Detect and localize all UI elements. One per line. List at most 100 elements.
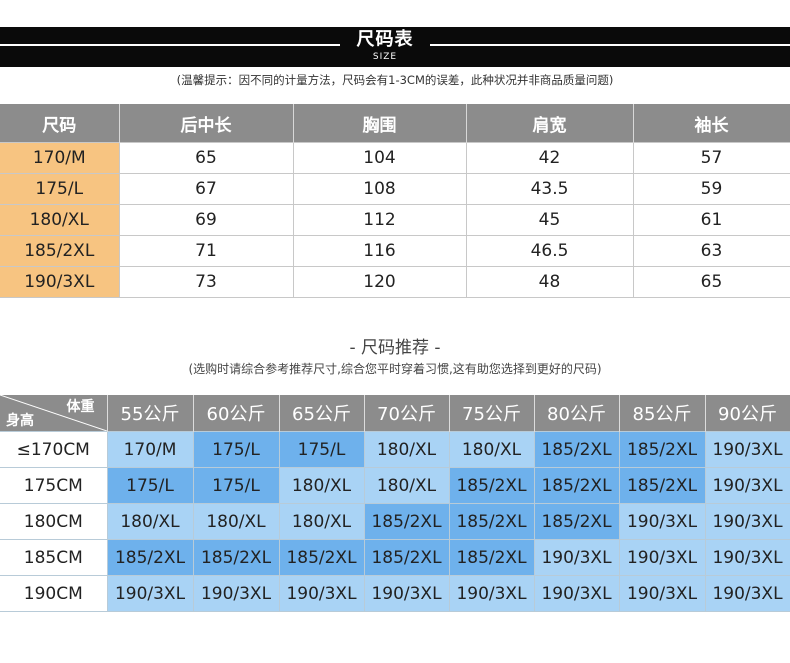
height-label-cell: 180CM bbox=[0, 503, 108, 540]
recommended-size-cell: 180/XL bbox=[278, 503, 365, 540]
measurement-cell: 65 bbox=[632, 266, 790, 298]
banner-right-band bbox=[430, 27, 790, 67]
page-subtitle: SIZE bbox=[372, 52, 398, 62]
recommended-size-cell: 190/3XL bbox=[704, 539, 790, 576]
size-table-row: 185/2XL 71 116 46.5 63 bbox=[0, 235, 790, 267]
recommended-size-cell: 170/M bbox=[106, 431, 194, 468]
size-label-cell: 175/L bbox=[0, 173, 120, 205]
recommended-size-cell: 185/2XL bbox=[533, 467, 620, 504]
measurement-cell: 57 bbox=[632, 142, 790, 174]
recommendation-row: 185CM 185/2XL 185/2XL 185/2XL 185/2XL 185/2XL… bbox=[0, 539, 790, 576]
recommendation-row: 175CM 175/L 175/L 180/XL 180/XL 185/2XL 185/2X… bbox=[0, 467, 790, 504]
measurement-cell: 42 bbox=[465, 142, 634, 174]
size-label-cell: 185/2XL bbox=[0, 235, 120, 267]
measurement-cell: 46.5 bbox=[465, 235, 634, 267]
height-label-cell: ≤170CM bbox=[0, 431, 108, 468]
recommended-size-cell: 190/3XL bbox=[704, 575, 790, 612]
recommended-size-cell: 175/L bbox=[278, 431, 365, 468]
recommended-size-cell: 190/3XL bbox=[618, 503, 706, 540]
banner-right-line bbox=[430, 44, 790, 46]
measurement-cell: 48 bbox=[465, 266, 634, 298]
recommended-size-cell: 190/3XL bbox=[533, 575, 620, 612]
height-label-cell: 190CM bbox=[0, 575, 108, 612]
measurement-cell: 65 bbox=[118, 142, 294, 174]
recommendation-row: 180CM 180/XL 180/XL 180/XL 185/2XL 185/2XL 185… bbox=[0, 503, 790, 540]
recommended-size-cell: 185/2XL bbox=[533, 503, 620, 540]
banner-left-line bbox=[0, 44, 340, 46]
recommended-size-cell: 190/3XL bbox=[106, 575, 194, 612]
recommendation-row: ≤170CM 170/M 175/L 175/L 180/XL 180/XL 185/2XL… bbox=[0, 431, 790, 468]
size-chart-banner: 尺码表 SIZE bbox=[0, 27, 790, 67]
recommended-size-cell: 175/L bbox=[106, 467, 194, 504]
size-table-header-cell: 尺码 bbox=[0, 104, 120, 143]
weight-header-cell: 65公斤 bbox=[279, 395, 365, 432]
recommendation-row: 190CM 190/3XL 190/3XL 190/3XL 190/3XL 190/3XL… bbox=[0, 575, 790, 612]
recommended-size-cell: 185/2XL bbox=[363, 503, 450, 540]
recommended-size-cell: 185/2XL bbox=[448, 539, 535, 576]
recommended-size-cell: 190/3XL bbox=[363, 575, 450, 612]
recommended-size-cell: 180/XL bbox=[448, 431, 535, 468]
diagonal-divider bbox=[0, 395, 107, 431]
recommended-size-cell: 190/3XL bbox=[278, 575, 365, 612]
banner-title-block: 尺码表 SIZE bbox=[340, 27, 430, 67]
recommended-size-cell: 185/2XL bbox=[192, 539, 280, 576]
recommended-size-cell: 190/3XL bbox=[448, 575, 535, 612]
size-table-header-cell: 袖长 bbox=[633, 104, 790, 143]
corner-header-cell: 体重 身高 bbox=[0, 395, 108, 432]
measurement-cell: 59 bbox=[632, 173, 790, 205]
size-table: 尺码 后中长 胸围 肩宽 袖长 170/M 65 104 42 57 175/L 67 108… bbox=[0, 104, 790, 298]
recommended-size-cell: 180/XL bbox=[363, 467, 450, 504]
weight-header-cell: 70公斤 bbox=[364, 395, 450, 432]
recommended-size-cell: 180/XL bbox=[106, 503, 194, 540]
measurement-cell: 116 bbox=[292, 235, 467, 267]
height-axis-label: 身高 bbox=[6, 413, 34, 429]
banner-left-band bbox=[0, 27, 340, 67]
page-title: 尺码表 bbox=[356, 29, 414, 50]
weight-header-cell: 85公斤 bbox=[619, 395, 706, 432]
measurement-cell: 120 bbox=[292, 266, 467, 298]
recommended-size-cell: 190/3XL bbox=[704, 503, 790, 540]
size-table-header: 尺码 后中长 胸围 肩宽 袖长 bbox=[0, 104, 790, 143]
weight-header-cell: 75公斤 bbox=[449, 395, 535, 432]
weight-header-cell: 60公斤 bbox=[193, 395, 280, 432]
measurement-cell: 43.5 bbox=[465, 173, 634, 205]
measurement-cell: 69 bbox=[118, 204, 294, 236]
size-label-cell: 170/M bbox=[0, 142, 120, 174]
size-recommendation-table: 体重 身高 55公斤 60公斤 65公斤 70公斤 75公斤 80公斤 85公斤… bbox=[0, 395, 790, 612]
recommended-size-cell: 190/3XL bbox=[704, 467, 790, 504]
recommended-size-cell: 180/XL bbox=[363, 431, 450, 468]
weight-axis-label: 体重 bbox=[66, 399, 95, 415]
measurement-cell: 45 bbox=[465, 204, 634, 236]
recommendation-header: 体重 身高 55公斤 60公斤 65公斤 70公斤 75公斤 80公斤 85公斤… bbox=[0, 395, 790, 432]
size-table-header-cell: 后中长 bbox=[119, 104, 294, 143]
recommendation-note: (选购时请综合参考推荐尺寸,综合您平时穿着习惯,这有助您选择到更好的尺码) bbox=[188, 362, 602, 376]
recommended-size-cell: 190/3XL bbox=[704, 431, 790, 468]
recommended-size-cell: 190/3XL bbox=[618, 539, 706, 576]
size-table-row: 170/M 65 104 42 57 bbox=[0, 142, 790, 174]
recommended-size-cell: 185/2XL bbox=[448, 467, 535, 504]
measurement-cell: 112 bbox=[292, 204, 467, 236]
measurement-cell: 67 bbox=[118, 173, 294, 205]
measurement-cell: 104 bbox=[292, 142, 467, 174]
recommended-size-cell: 180/XL bbox=[278, 467, 365, 504]
height-label-cell: 175CM bbox=[0, 467, 108, 504]
size-label-cell: 190/3XL bbox=[0, 266, 120, 298]
recommended-size-cell: 185/2XL bbox=[448, 503, 535, 540]
recommended-size-cell: 190/3XL bbox=[618, 575, 706, 612]
size-table-row: 190/3XL 73 120 48 65 bbox=[0, 266, 790, 298]
recommended-size-cell: 185/2XL bbox=[106, 539, 194, 576]
size-label-cell: 180/XL bbox=[0, 204, 120, 236]
height-label-cell: 185CM bbox=[0, 539, 108, 576]
size-table-header-cell: 肩宽 bbox=[466, 104, 634, 143]
measurement-cell: 63 bbox=[632, 235, 790, 267]
measurement-cell: 108 bbox=[292, 173, 467, 205]
measurement-cell: 73 bbox=[118, 266, 294, 298]
recommended-size-cell: 185/2XL bbox=[278, 539, 365, 576]
recommended-size-cell: 175/L bbox=[192, 431, 280, 468]
recommended-size-cell: 175/L bbox=[192, 467, 280, 504]
size-table-row: 175/L 67 108 43.5 59 bbox=[0, 173, 790, 205]
recommended-size-cell: 180/XL bbox=[192, 503, 280, 540]
recommendation-title: - 尺码推荐 - bbox=[349, 338, 441, 358]
recommended-size-cell: 185/2XL bbox=[618, 431, 706, 468]
recommended-size-cell: 185/2XL bbox=[363, 539, 450, 576]
